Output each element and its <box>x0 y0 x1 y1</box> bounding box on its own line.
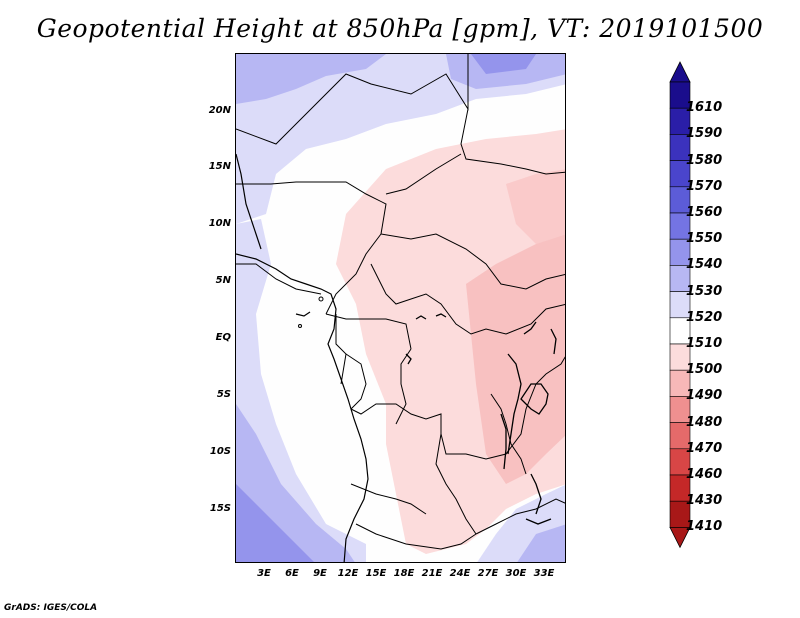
lon-label-21e: 21E <box>421 568 443 579</box>
lon-label-24e: 24E <box>449 568 471 579</box>
island-sao-tome <box>298 324 302 328</box>
colorbar-level-label: 1460 <box>686 467 723 482</box>
lat-label-20n: 20N <box>208 105 231 116</box>
lon-label-12e: 12E <box>337 568 359 579</box>
colorbar-level-label: 1530 <box>686 283 723 299</box>
lat-label-10n: 10N <box>208 218 231 229</box>
colorbar-bottom-arrow <box>669 526 691 549</box>
height-field-north-blue <box>236 54 565 224</box>
colorbar-level-label: 1510 <box>686 336 723 351</box>
lon-label-3e: 3E <box>257 568 271 579</box>
island-bioko <box>318 296 324 302</box>
colorbar-level-label: 1550 <box>686 231 723 247</box>
height-field-se-blue-mid <box>517 524 565 562</box>
lon-label-27e: 27E <box>477 568 499 579</box>
height-field-nw-blue-dark <box>236 54 386 104</box>
height-field-pink-core <box>466 234 565 484</box>
lat-label-eq: EQ <box>215 332 231 343</box>
coastline <box>236 153 369 562</box>
lat-label-5n: 5N <box>215 275 231 286</box>
map-title: Geopotential Height at 850hPa [gpm], VT:… <box>36 14 764 43</box>
colorbar-level-label: 1520 <box>686 309 723 325</box>
lon-label-18e: 18E <box>393 568 415 579</box>
lat-label-10s: 10S <box>209 446 231 457</box>
footer-credit: GrADS: IGES/COLA <box>4 603 98 613</box>
lon-label-30e: 30E <box>505 568 527 579</box>
colorbar <box>669 61 691 549</box>
colorbar-level-label: 1490 <box>686 388 723 404</box>
colorbar-level-label: 1580 <box>686 152 723 168</box>
colorbar-level-label: 1560 <box>686 205 723 220</box>
height-field-sw-blue-deep <box>236 484 314 562</box>
lon-label-33e: 33E <box>533 568 555 579</box>
lat-label-15s: 15S <box>209 503 231 514</box>
map-canvas <box>236 54 565 562</box>
colorbar-top-arrow <box>669 61 691 83</box>
colorbar-level-label: 1590 <box>686 126 723 142</box>
height-field-pink-north <box>506 169 565 244</box>
lon-label-9e: 9E <box>313 568 327 579</box>
lon-label-6e: 6E <box>285 568 299 579</box>
lon-label-15e: 15E <box>365 568 387 579</box>
lakes <box>405 313 557 525</box>
colorbar-level-label: 1540 <box>686 257 723 273</box>
colorbar-level-label: 1610 <box>686 100 723 116</box>
colorbar-level-label: 1480 <box>686 414 723 430</box>
map-panel <box>235 53 566 563</box>
lat-label-15n: 15N <box>208 161 231 172</box>
height-field-ne-blue-deep <box>471 54 536 74</box>
lat-label-5s: 5S <box>216 389 231 400</box>
colorbar-level-label: 1430 <box>686 493 723 509</box>
colorbar-level-label: 1570 <box>686 178 723 194</box>
colorbar-level-label: 1470 <box>686 440 723 456</box>
colorbar-level-label: 1410 <box>686 519 723 535</box>
colorbar-level-label: 1500 <box>686 362 723 378</box>
